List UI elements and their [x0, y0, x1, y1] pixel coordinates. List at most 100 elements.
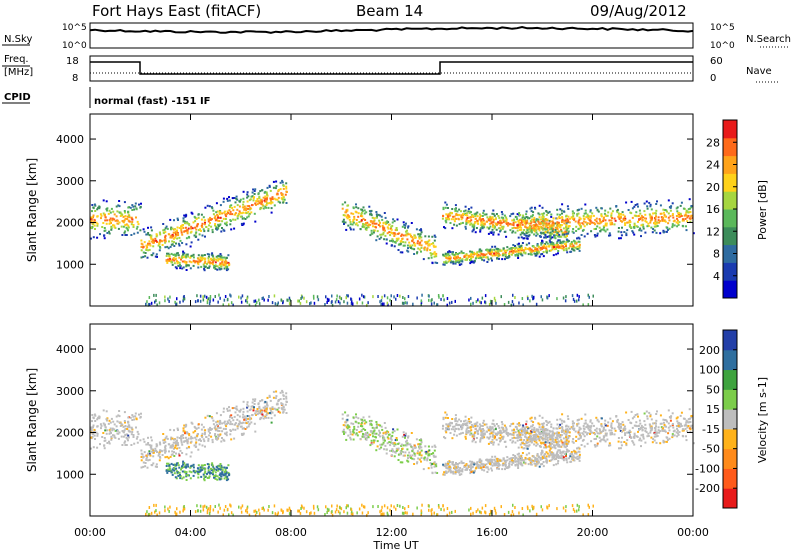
velocity-cell: [564, 446, 567, 449]
power-cell: [446, 297, 449, 300]
power-cell: [520, 218, 523, 221]
power-cell: [514, 227, 517, 229]
velocity-cell: [454, 419, 457, 422]
power-cell: [529, 251, 532, 254]
power-cell: [606, 214, 609, 217]
power-cell: [518, 245, 521, 248]
velocity-cell: [357, 425, 360, 428]
velocity-cell: [551, 436, 554, 439]
velocity-cell: [176, 471, 179, 474]
power-cell: [396, 229, 398, 231]
power-cell: [399, 240, 402, 243]
velocity-cell: [165, 465, 168, 467]
power-cell: [178, 227, 181, 229]
power-cell: [492, 213, 495, 216]
velocity-cell: [432, 462, 435, 465]
velocity-cell: [390, 449, 393, 452]
velocity-cell: [178, 454, 181, 457]
power-cell: [246, 191, 249, 194]
power-cell: [646, 225, 649, 228]
power-cell: [542, 247, 545, 250]
power-cell: [480, 224, 483, 227]
velocity-cell: [229, 433, 232, 436]
power-cell: [503, 303, 506, 306]
velocity-cell: [239, 425, 242, 428]
power-cell: [192, 253, 195, 256]
power-cell: [657, 219, 660, 222]
velocity-cell: [227, 422, 230, 425]
power-cell: [482, 218, 484, 220]
velocity-cell: [420, 456, 423, 459]
power-cell: [155, 293, 157, 297]
power-cell: [147, 243, 150, 246]
power-cell: [539, 226, 542, 228]
power-cell: [193, 234, 196, 237]
velocity-cell: [123, 420, 126, 422]
velocity-cell: [104, 426, 107, 429]
velocity-cell: [208, 475, 211, 478]
velocity-cell: [171, 443, 174, 446]
power-cell: [570, 250, 573, 253]
power-cell: [594, 219, 597, 222]
power-cell: [382, 233, 385, 236]
velocity-cell: [150, 439, 153, 442]
power-cell: [638, 218, 641, 221]
velocity-cell: [400, 444, 403, 447]
velocity-cell: [492, 423, 495, 426]
power-cell: [258, 302, 261, 306]
power-cell: [565, 218, 568, 221]
power-cell: [551, 220, 554, 223]
power-cell: [565, 229, 568, 232]
power-cell: [181, 233, 184, 236]
velocity-cell: [196, 433, 199, 436]
power-cell: [465, 220, 468, 223]
power-cell: [228, 303, 230, 307]
velocity-cell: [129, 416, 132, 419]
power-cell: [496, 254, 499, 257]
power-cell: [277, 200, 280, 203]
power-cell: [361, 208, 364, 211]
power-cell: [670, 205, 673, 208]
power-cell: [389, 227, 392, 230]
velocity-cell: [186, 432, 189, 435]
power-cell: [564, 236, 567, 239]
velocity-cell: [561, 441, 564, 444]
power-cell: [246, 216, 249, 219]
velocity-cell: [497, 431, 500, 434]
power-cell: [351, 223, 354, 226]
velocity-cell: [489, 458, 492, 461]
power-cell: [551, 229, 554, 232]
power-cell: [409, 233, 412, 236]
velocity-cell: [244, 428, 247, 430]
power-cell: [221, 259, 224, 262]
power-cell: [212, 298, 215, 302]
power-cell: [225, 213, 228, 215]
velocity-cell: [152, 451, 155, 454]
velocity-cell: [497, 425, 500, 427]
power-cell: [534, 248, 537, 251]
power-cell: [682, 207, 685, 210]
power-cell: [446, 254, 449, 257]
velocity-cell: [195, 427, 198, 430]
power-cell: [453, 223, 456, 226]
power-cell: [614, 219, 617, 222]
power-cell: [457, 217, 460, 220]
power-cell: [339, 301, 341, 305]
velocity-cell: [245, 422, 248, 425]
power-cell: [534, 228, 537, 231]
power-cell: [391, 232, 394, 235]
power-cell: [563, 233, 566, 236]
velocity-cell: [175, 467, 178, 470]
power-cell: [429, 252, 432, 255]
velocity-cell: [192, 474, 195, 477]
power-cell: [362, 206, 365, 209]
power-cell: [524, 248, 527, 251]
power-cell: [259, 200, 262, 203]
power-cell: [203, 258, 206, 261]
power-cell: [511, 248, 514, 251]
velocity-cell: [166, 455, 169, 458]
velocity-cell: [514, 431, 517, 434]
power-cell: [676, 219, 679, 222]
power-cell: [96, 215, 99, 218]
power-cell: [317, 298, 320, 302]
